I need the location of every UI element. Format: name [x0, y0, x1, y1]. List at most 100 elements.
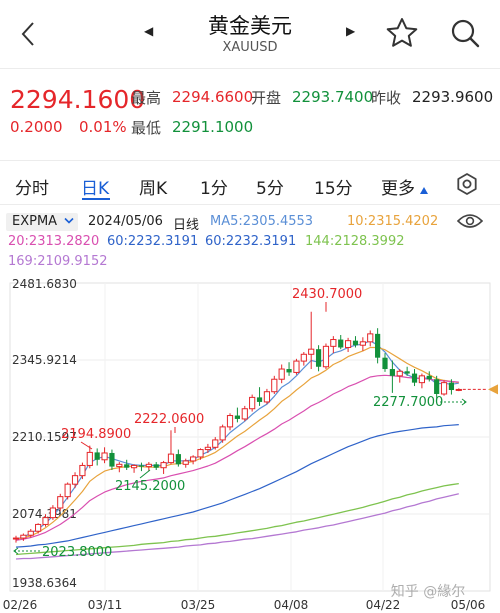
price-annotation: 2277.7000 — [373, 395, 443, 410]
ma60-line — [15, 424, 459, 548]
prev-close-label: 昨收 — [371, 89, 402, 107]
divider — [0, 204, 500, 205]
candle-body-down — [389, 369, 395, 376]
candle-body-down — [175, 454, 181, 465]
indicator-period: 日线 — [173, 218, 200, 233]
low-label: 最低 — [131, 119, 162, 137]
candle-body-up — [57, 496, 64, 509]
candle-body-up — [308, 348, 315, 355]
divider — [0, 160, 500, 161]
candle-body-up — [300, 353, 307, 362]
open-value: 2293.7400 — [292, 88, 374, 106]
y-tick-label: 1938.6364 — [12, 576, 77, 590]
eye-icon[interactable] — [457, 212, 483, 230]
kline-chart[interactable]: 2481.68302345.92142210.15972074.39811938… — [0, 270, 500, 613]
price-annotation: 2145.2000 — [115, 479, 185, 494]
candle-body-up — [293, 360, 300, 373]
star-icon[interactable] — [385, 16, 419, 50]
open-label: 开盘 — [251, 89, 282, 107]
annotation-arrowhead — [13, 547, 19, 555]
x-tick-label: 05/06 — [451, 598, 486, 612]
candle-body-up — [322, 345, 330, 368]
indicator-date: 2024/05/06 — [88, 214, 163, 229]
ma20-value: 20:2313.2820 — [8, 234, 100, 249]
ma169-value: 169:2109.9152 — [8, 254, 108, 269]
candle-body-down — [109, 452, 115, 467]
ma10-value: 10:2315.4202 — [347, 214, 439, 229]
chevron-down-icon[interactable] — [64, 217, 74, 225]
candle-body-up — [359, 341, 366, 346]
low-value: 2291.1000 — [172, 118, 254, 136]
divider — [0, 68, 500, 69]
candle-body-down — [411, 373, 418, 383]
ma144-value: 144:2128.3992 — [305, 234, 405, 249]
indicator-name[interactable]: EXPMA — [12, 214, 58, 229]
prev-symbol-arrow-icon[interactable]: ◀ — [144, 24, 154, 38]
change-percent: 0.01% — [79, 118, 127, 136]
tab-more[interactable]: 更多 — [381, 179, 415, 199]
candle-body-down — [138, 465, 145, 467]
candle-body-up — [35, 523, 42, 532]
price-annotation: 2023.8000 — [42, 545, 112, 560]
candle-body-up — [197, 449, 204, 458]
candle-body-up — [455, 388, 462, 391]
candle-body-up — [42, 517, 49, 525]
candle-body-up — [27, 530, 34, 536]
candle-body-up — [396, 370, 403, 377]
gear-icon[interactable] — [455, 172, 479, 196]
x-tick-label: 04/08 — [274, 598, 309, 612]
candle-body-up — [249, 396, 256, 410]
x-tick-label: 03/25 — [181, 598, 216, 612]
candle-body-up — [130, 464, 138, 469]
candle-body-down — [375, 333, 381, 358]
candle-body-up — [167, 453, 175, 464]
tab-intraday[interactable]: 分时 — [15, 179, 49, 199]
candle-body-up — [271, 378, 278, 393]
candle-body-up — [86, 451, 93, 466]
candle-body-down — [234, 415, 240, 419]
tab-weekly-k[interactable]: 周K — [139, 179, 168, 199]
tab-daily-k[interactable]: 日K — [81, 179, 110, 199]
period-tabs: 分时 日K 周K 1分 5分 15分 更多 — [0, 170, 500, 200]
candle-body-down — [426, 375, 432, 380]
more-dropdown-icon[interactable] — [420, 187, 428, 194]
candle-body-up — [204, 446, 211, 451]
candle-body-up — [20, 534, 27, 539]
tab-5min[interactable]: 5分 — [256, 179, 284, 199]
next-symbol-arrow-icon[interactable]: ▶ — [346, 24, 356, 38]
candle-body-up — [190, 456, 197, 462]
x-tick-label: 04/22 — [366, 598, 401, 612]
tab-15min[interactable]: 15分 — [314, 179, 353, 199]
candle-body-down — [404, 371, 410, 374]
candle-body-up — [182, 460, 189, 465]
ma5-value: MA5:2305.4553 — [210, 214, 314, 229]
candle-body-up — [219, 426, 226, 441]
candle-body-up — [212, 439, 219, 448]
candle-body-up — [367, 333, 374, 343]
candle-body-up — [79, 464, 86, 477]
price-annotation: 2430.7000 — [292, 287, 362, 302]
indicator-selector[interactable] — [6, 213, 78, 231]
candle-body-down — [124, 464, 130, 468]
candle-body-up — [101, 452, 108, 461]
tab-1min[interactable]: 1分 — [200, 179, 228, 199]
annotation-leader — [80, 441, 93, 450]
candle-body-up — [241, 408, 248, 420]
candle-body-down — [382, 357, 388, 370]
back-arrow-icon[interactable] — [14, 16, 44, 52]
y-tick-label: 2210.1597 — [12, 430, 77, 444]
ma169-line — [15, 493, 459, 560]
candle-body-down — [352, 340, 359, 346]
search-icon[interactable] — [448, 16, 482, 50]
x-tick-label: 03/11 — [88, 598, 123, 612]
candle-body-down — [286, 369, 292, 373]
symbol-code: XAUUSD — [222, 40, 278, 55]
last-price-marker — [488, 384, 498, 395]
watermark: 知乎 @緣尔 — [391, 583, 465, 600]
quote-panel: 2294.1600 最高 2294.6600 开盘 2293.7400 昨收 2… — [0, 80, 500, 150]
candle-body-up — [49, 507, 56, 519]
candle-body-down — [315, 349, 322, 367]
change-value: 0.2000 — [10, 118, 63, 136]
x-tick-label: 02/26 — [3, 598, 38, 612]
ma20-line — [15, 374, 459, 541]
